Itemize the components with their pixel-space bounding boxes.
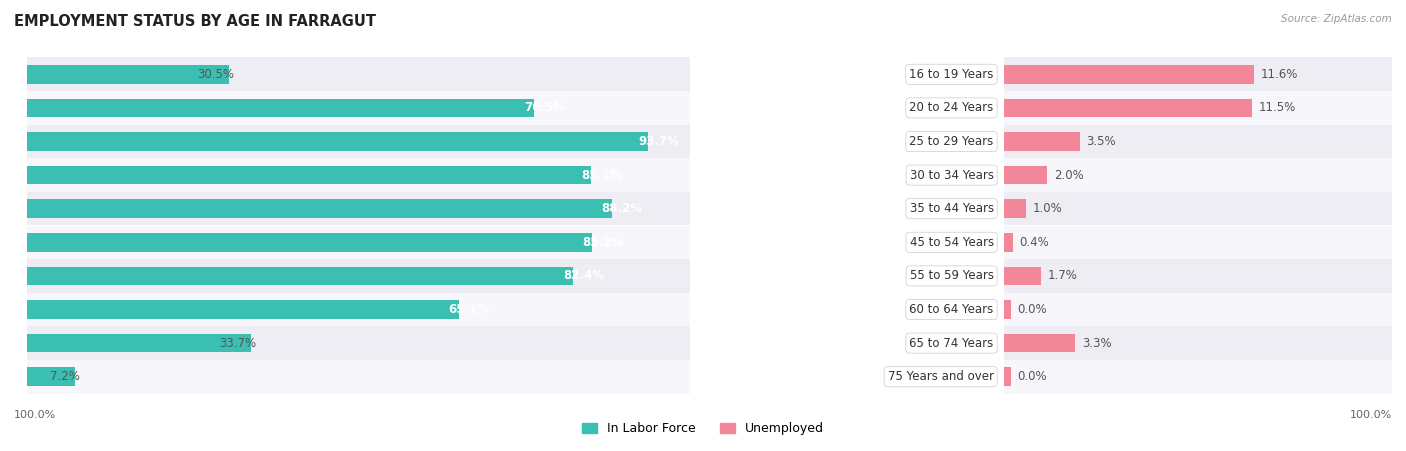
Bar [27, 259, 690, 293]
Bar [1004, 99, 1251, 117]
Text: 75 Years and over: 75 Years and over [887, 370, 994, 383]
Bar [27, 300, 458, 319]
Bar [1004, 233, 1012, 252]
Text: 30 to 34 Years: 30 to 34 Years [910, 169, 994, 182]
Bar [27, 57, 690, 91]
Bar [27, 132, 648, 151]
Bar [27, 267, 574, 285]
Bar [27, 199, 612, 218]
Bar [27, 65, 229, 83]
Bar [1004, 300, 1011, 319]
Bar [1004, 57, 1406, 91]
Text: 100.0%: 100.0% [1350, 410, 1392, 420]
Text: 82.4%: 82.4% [564, 269, 605, 282]
Bar [1004, 360, 1406, 394]
Bar [1004, 132, 1080, 151]
Bar [27, 166, 591, 184]
Text: 0.4%: 0.4% [1019, 236, 1049, 249]
Bar [1004, 124, 1406, 158]
Bar [27, 334, 250, 352]
Bar [27, 368, 75, 386]
Bar [1004, 166, 1047, 184]
Text: 11.5%: 11.5% [1258, 101, 1296, 115]
Bar [1004, 293, 1406, 327]
Text: 1.0%: 1.0% [1032, 202, 1062, 215]
Bar [27, 360, 690, 394]
Text: 85.2%: 85.2% [582, 236, 623, 249]
Text: 30.5%: 30.5% [198, 68, 235, 81]
Text: 20 to 24 Years: 20 to 24 Years [910, 101, 994, 115]
Bar [1004, 267, 1040, 285]
Bar [27, 192, 690, 226]
Bar [1004, 199, 1026, 218]
Text: 65 to 74 Years: 65 to 74 Years [910, 336, 994, 350]
Text: 35 to 44 Years: 35 to 44 Years [910, 202, 994, 215]
Text: 85.1%: 85.1% [581, 169, 621, 182]
Text: 45 to 54 Years: 45 to 54 Years [910, 236, 994, 249]
Bar [1004, 334, 1076, 352]
Text: 11.6%: 11.6% [1261, 68, 1298, 81]
Text: 88.2%: 88.2% [602, 202, 643, 215]
Bar [27, 91, 690, 124]
Text: 2.0%: 2.0% [1054, 169, 1084, 182]
Text: 100.0%: 100.0% [14, 410, 56, 420]
Text: 7.2%: 7.2% [51, 370, 80, 383]
Bar [27, 226, 690, 259]
Bar [1004, 91, 1406, 124]
Text: 76.5%: 76.5% [524, 101, 565, 115]
Text: 3.3%: 3.3% [1083, 336, 1112, 350]
Bar [27, 124, 690, 158]
Bar [1004, 327, 1406, 360]
Text: 60 to 64 Years: 60 to 64 Years [910, 303, 994, 316]
Bar [1004, 65, 1254, 83]
Bar [1004, 158, 1406, 192]
Bar [1004, 259, 1406, 293]
Text: 93.7%: 93.7% [638, 135, 679, 148]
Bar [1004, 368, 1011, 386]
Text: EMPLOYMENT STATUS BY AGE IN FARRAGUT: EMPLOYMENT STATUS BY AGE IN FARRAGUT [14, 14, 375, 28]
Text: 16 to 19 Years: 16 to 19 Years [910, 68, 994, 81]
Text: 33.7%: 33.7% [219, 336, 256, 350]
Bar [27, 233, 592, 252]
Text: 25 to 29 Years: 25 to 29 Years [910, 135, 994, 148]
Bar [27, 158, 690, 192]
Text: Source: ZipAtlas.com: Source: ZipAtlas.com [1281, 14, 1392, 23]
Text: 55 to 59 Years: 55 to 59 Years [910, 269, 994, 282]
Text: 1.7%: 1.7% [1047, 269, 1077, 282]
Bar [1004, 192, 1406, 226]
Bar [1004, 226, 1406, 259]
Legend: In Labor Force, Unemployed: In Labor Force, Unemployed [576, 417, 830, 440]
Bar [27, 293, 690, 327]
Text: 0.0%: 0.0% [1018, 303, 1047, 316]
Bar [27, 99, 534, 117]
Text: 65.1%: 65.1% [449, 303, 489, 316]
Text: 3.5%: 3.5% [1087, 135, 1116, 148]
Text: 0.0%: 0.0% [1018, 370, 1047, 383]
Bar [27, 327, 690, 360]
